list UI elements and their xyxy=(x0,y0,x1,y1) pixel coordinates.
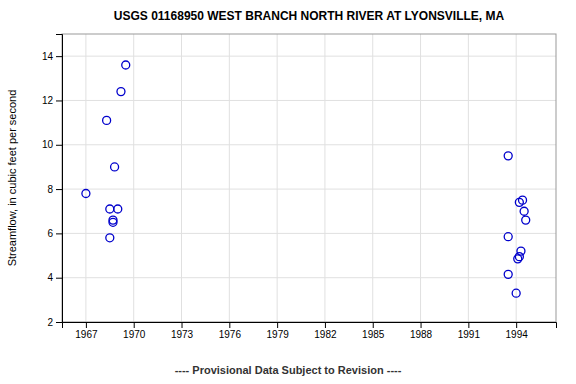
y-grid-line xyxy=(62,100,556,101)
x-tick-mark xyxy=(86,322,87,328)
x-tick-label: 1970 xyxy=(123,329,146,340)
x-grid-line xyxy=(516,34,517,322)
y-tick: 10 xyxy=(42,139,62,150)
x-tick: 1970 xyxy=(123,322,146,340)
y-tick-label: 4 xyxy=(47,272,53,283)
x-grid-line xyxy=(468,34,469,322)
chart: 1967 1970 1973 1976 1979 1982 1985 1988 1991 1994… xyxy=(0,0,576,384)
x-tick-mark xyxy=(468,322,469,328)
point xyxy=(522,216,530,224)
x-grid-line xyxy=(372,34,373,322)
x-tick-mark xyxy=(325,322,326,328)
point xyxy=(103,116,111,124)
y-tick-mark xyxy=(56,233,62,234)
x-tick: 1991 xyxy=(458,322,481,340)
y-tick: 8 xyxy=(47,184,62,195)
x-tick-label: 1985 xyxy=(362,329,385,340)
y-tick: 2 xyxy=(47,317,62,328)
x-axis-line xyxy=(63,323,557,329)
plot-frame xyxy=(62,34,556,322)
y-grid-line xyxy=(62,277,556,278)
x-tick-mark xyxy=(421,322,422,328)
y-tick-mark xyxy=(56,189,62,190)
x-tick-label: 1991 xyxy=(458,329,481,340)
y-grid-line xyxy=(62,56,556,57)
point xyxy=(520,207,528,215)
x-tick: 1982 xyxy=(314,322,337,340)
x-grid-line xyxy=(229,34,230,322)
y-axis-label: Streamflow, in cubic feet per second xyxy=(6,90,18,267)
x-grid-line xyxy=(277,34,278,322)
point xyxy=(114,205,122,213)
y-tick-mark xyxy=(56,56,62,57)
y-tick-mark xyxy=(56,100,62,101)
point xyxy=(109,218,117,226)
y-tick-label: 6 xyxy=(47,228,53,239)
points xyxy=(82,61,530,297)
x-tick: 1988 xyxy=(410,322,433,340)
point xyxy=(106,205,114,213)
x-tick: 1973 xyxy=(171,322,194,340)
point xyxy=(519,196,527,204)
point xyxy=(517,247,525,255)
x-tick-label: 1988 xyxy=(410,329,433,340)
x-tick-mark xyxy=(277,322,278,328)
x-tick-mark xyxy=(229,322,230,328)
x-tick-label: 1967 xyxy=(75,329,98,340)
x-tick-mark xyxy=(516,322,517,328)
x-tick: 1985 xyxy=(362,322,385,340)
x-grid-line xyxy=(181,34,182,322)
y-axis: 2 4 6 8 10 12 14 xyxy=(42,35,63,328)
y-grid-line xyxy=(62,144,556,145)
y-tick-label: 10 xyxy=(42,139,54,150)
y-grid-line xyxy=(62,233,556,234)
x-grid-line xyxy=(133,34,134,322)
x-tick: 1967 xyxy=(75,322,98,340)
plot: 1967 1970 1973 1976 1979 1982 1985 1988 1991 1994… xyxy=(42,34,557,340)
point xyxy=(111,163,119,171)
x-tick-label: 1994 xyxy=(506,329,529,340)
x-tick: 1979 xyxy=(267,322,290,340)
x-grid-line xyxy=(324,34,325,322)
point xyxy=(512,289,520,297)
y-tick: 14 xyxy=(42,51,62,62)
point xyxy=(504,233,512,241)
y-tick-label: 2 xyxy=(47,317,53,328)
x-grid-line xyxy=(420,34,421,322)
y-grid-line xyxy=(62,189,556,190)
point xyxy=(504,152,512,160)
x-tick-mark xyxy=(373,322,374,328)
y-axis-line xyxy=(56,35,63,323)
x-tick-label: 1973 xyxy=(171,329,194,340)
footnote: ---- Provisional Data Subject to Revisio… xyxy=(175,364,402,376)
x-tick-label: 1979 xyxy=(267,329,290,340)
title: USGS 01168950 WEST BRANCH NORTH RIVER AT… xyxy=(114,9,505,23)
point xyxy=(122,61,130,69)
y-tick-mark xyxy=(56,278,62,279)
y-tick: 4 xyxy=(47,272,62,283)
y-tick: 12 xyxy=(42,95,62,106)
point xyxy=(106,234,114,242)
y-tick: 6 xyxy=(47,228,62,239)
point xyxy=(117,88,125,96)
x-axis: 1967 1970 1973 1976 1979 1982 1985 1988 1991 1994 xyxy=(63,322,557,340)
x-tick-mark xyxy=(182,322,183,328)
y-tick-label: 14 xyxy=(42,51,54,62)
y-tick-mark xyxy=(56,322,62,323)
y-tick-label: 8 xyxy=(47,184,53,195)
y-tick-mark xyxy=(56,145,62,146)
x-tick-label: 1976 xyxy=(219,329,242,340)
point xyxy=(515,253,523,261)
x-tick-label: 1982 xyxy=(314,329,337,340)
x-grid-line xyxy=(85,34,86,322)
x-tick-mark xyxy=(134,322,135,328)
point xyxy=(504,270,512,278)
y-tick-label: 12 xyxy=(42,95,54,106)
x-tick: 1976 xyxy=(219,322,242,340)
grid xyxy=(62,34,556,322)
x-tick: 1994 xyxy=(506,322,529,340)
point xyxy=(82,190,90,198)
